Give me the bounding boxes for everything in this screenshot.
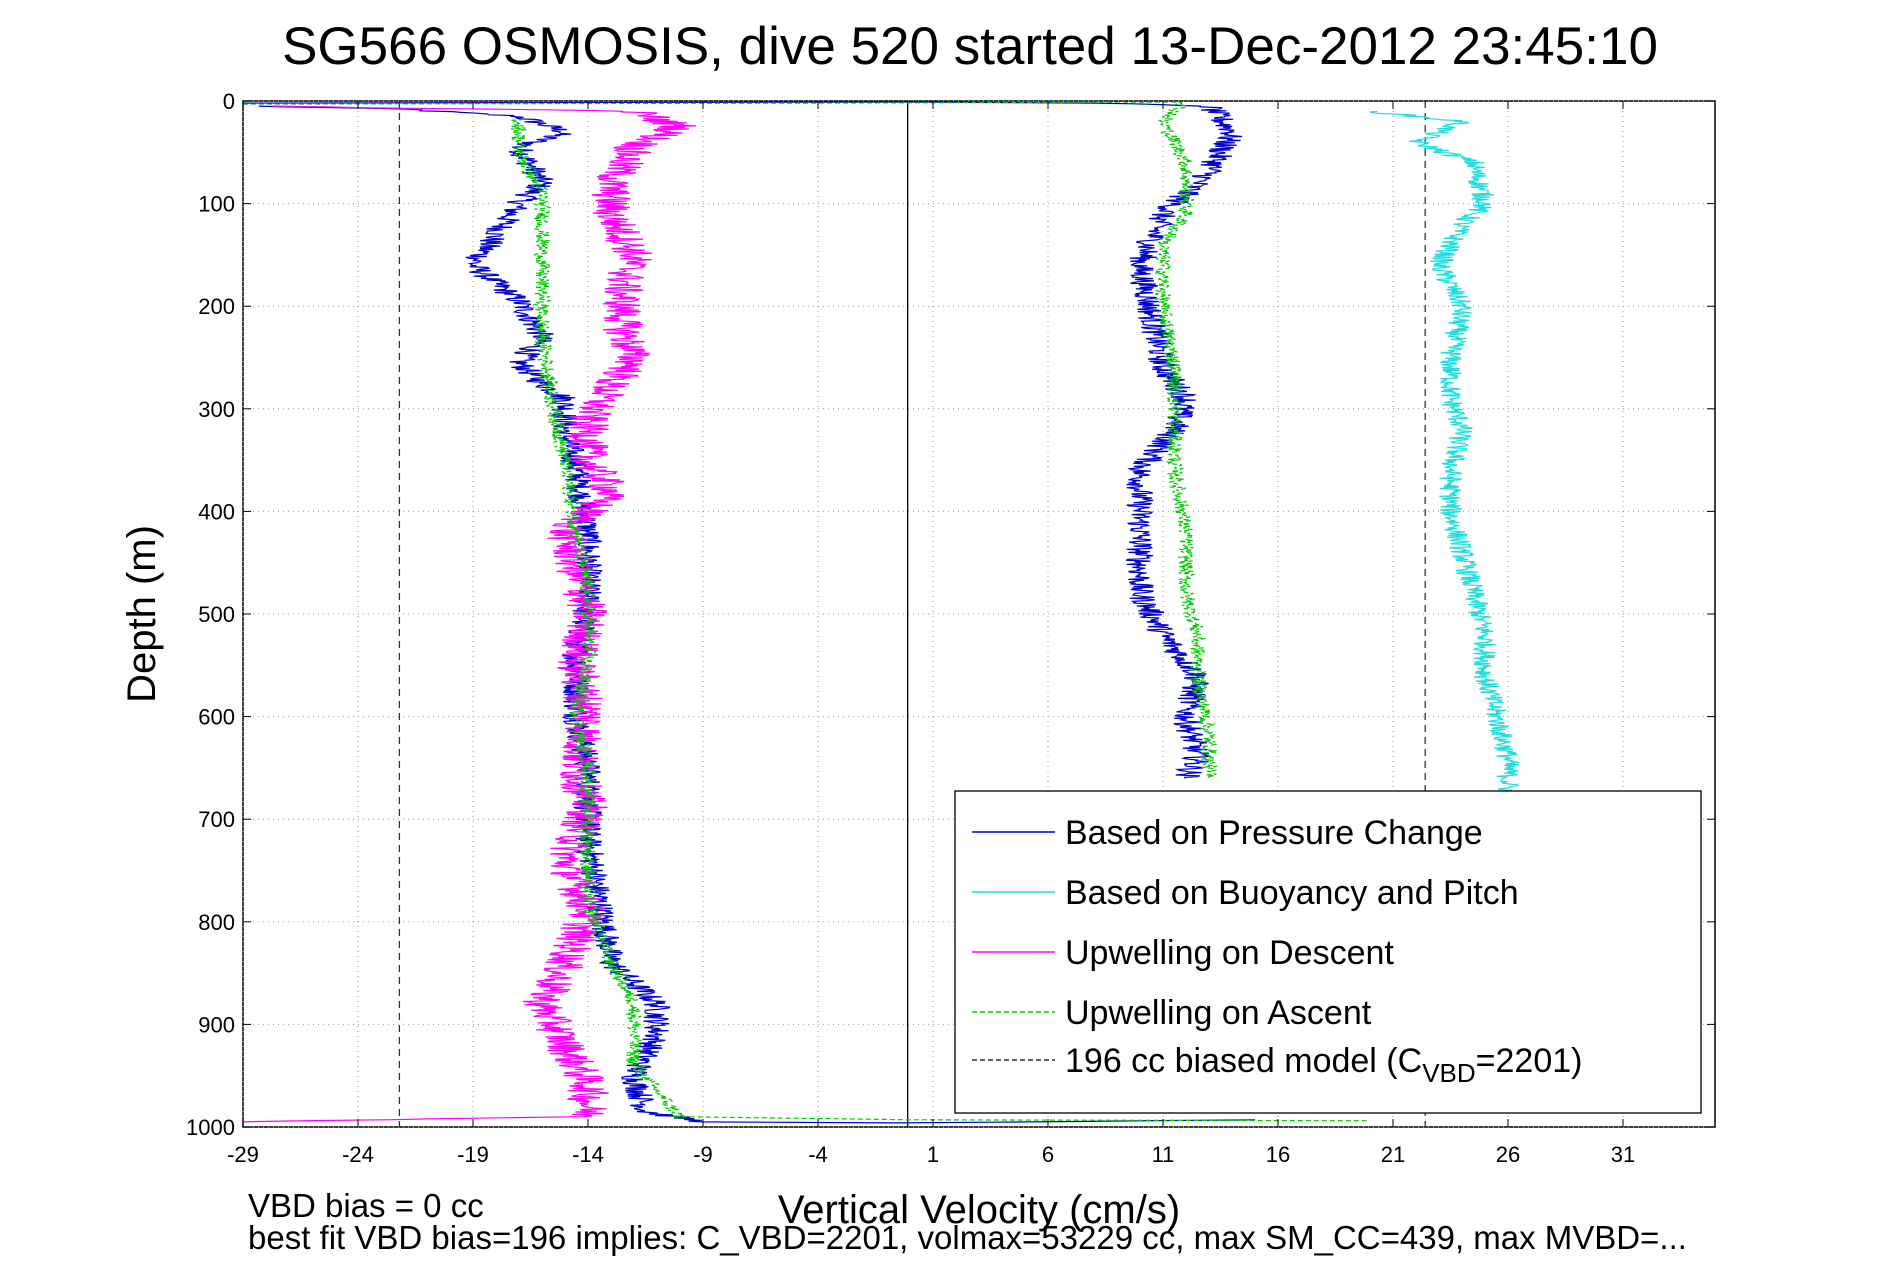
y-axis-label: Depth (m) xyxy=(120,525,164,703)
x-tick-label: 21 xyxy=(1381,1142,1405,1167)
series-line-1 xyxy=(1369,110,1520,795)
x-tick-label: 26 xyxy=(1496,1142,1520,1167)
y-tick-label: 1000 xyxy=(186,1115,235,1140)
best-fit-note: best fit VBD bias=196 implies: C_VBD=220… xyxy=(248,1219,1687,1256)
legend-label: Based on Buoyancy and Pitch xyxy=(1065,874,1519,912)
y-tick-label: 100 xyxy=(198,192,235,217)
x-tick-label: -9 xyxy=(693,1142,713,1167)
x-tick-label: 16 xyxy=(1266,1142,1290,1167)
y-tick-label: 900 xyxy=(198,1012,235,1037)
x-axis-label: Vertical Velocity (cm/s) xyxy=(778,1188,1180,1232)
legend-label: Upwelling on Ascent xyxy=(1065,994,1372,1032)
x-tick-label: 6 xyxy=(1042,1142,1054,1167)
x-tick-label: 31 xyxy=(1611,1142,1635,1167)
y-tick-label: 0 xyxy=(223,89,235,114)
x-tick-label: 1 xyxy=(927,1142,939,1167)
y-tick-label: 300 xyxy=(198,397,235,422)
y-tick-label: 600 xyxy=(198,705,235,730)
x-tick-label: 11 xyxy=(1152,1142,1175,1167)
y-tick-label: 700 xyxy=(198,807,235,832)
series-line-0 xyxy=(242,101,1243,779)
y-tick-label: 500 xyxy=(198,602,235,627)
x-tick-label: -29 xyxy=(227,1142,259,1167)
legend: Based on Pressure Change Based on Buoyanc… xyxy=(954,790,1702,1114)
x-ticks: -29 -24 -19 -14 -9 -4 1 6 11 16 21 26 31 xyxy=(227,101,1635,1167)
legend-label: Upwelling on Descent xyxy=(1065,934,1394,972)
vbd-bias-note: VBD bias = 0 cc xyxy=(248,1187,484,1224)
series-layer xyxy=(242,101,1520,1124)
y-tick-label: 200 xyxy=(198,294,235,319)
x-tick-label: -14 xyxy=(572,1142,604,1167)
x-tick-label: -24 xyxy=(342,1142,374,1167)
x-tick-label: -4 xyxy=(808,1142,828,1167)
legend-box xyxy=(954,790,1702,1114)
x-tick-label: -19 xyxy=(457,1142,489,1167)
y-tick-label: 800 xyxy=(198,910,235,935)
chart-title: SG566 OSMOSIS, dive 520 started 13-Dec-2… xyxy=(282,17,1658,76)
legend-label: 196 cc biased model (CVBD=2201) xyxy=(1065,1042,1582,1088)
series-line-3 xyxy=(510,118,1371,1122)
series-line-3 xyxy=(242,101,1218,779)
y-ticks: 0 100 200 300 400 500 600 700 800 900 1000 xyxy=(186,89,1715,1140)
y-tick-label: 400 xyxy=(198,499,235,524)
legend-label: Based on Pressure Change xyxy=(1065,814,1483,852)
